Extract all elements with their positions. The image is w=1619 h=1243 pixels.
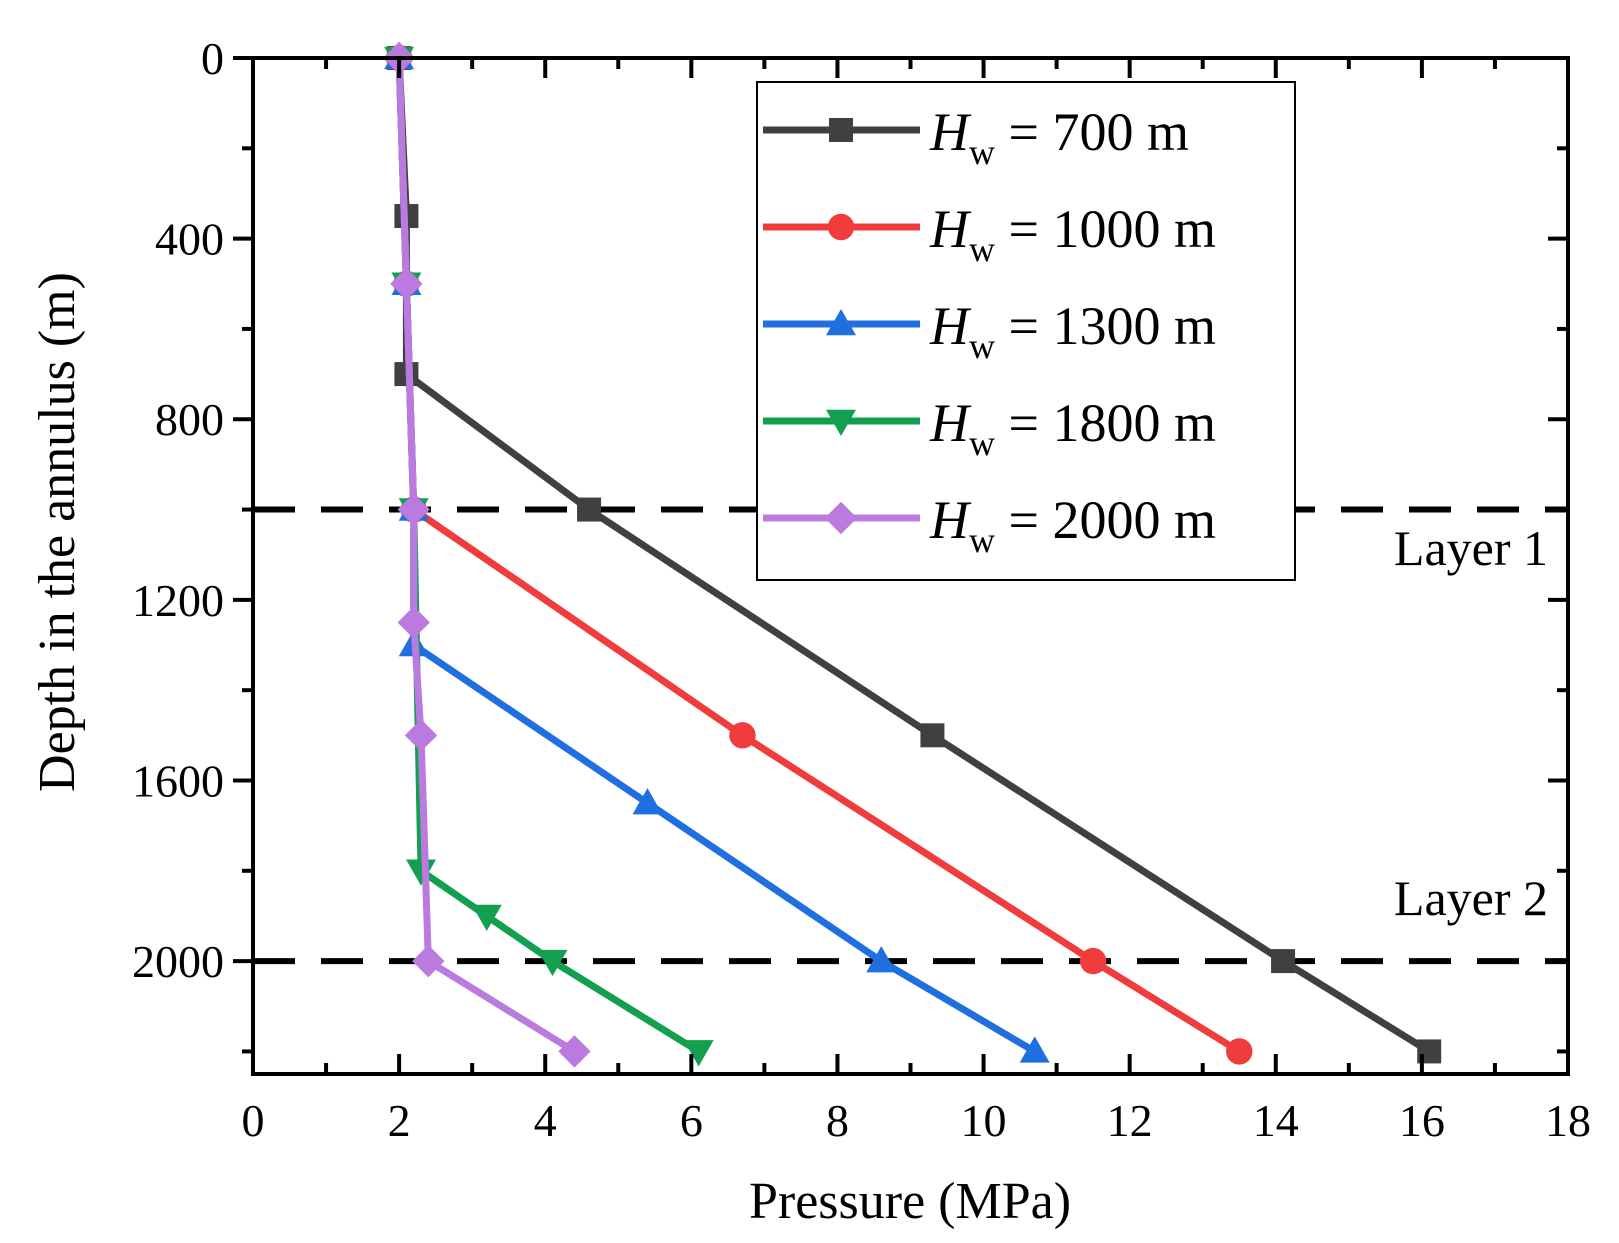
x-tick-label: 16 bbox=[1399, 1095, 1445, 1146]
x-tick-label: 8 bbox=[826, 1095, 849, 1146]
data-point bbox=[866, 946, 897, 973]
data-point bbox=[397, 606, 430, 639]
legend-item-1800-m: Hw = 1800 m bbox=[763, 393, 1216, 463]
data-point bbox=[1271, 949, 1296, 974]
data-point bbox=[632, 788, 663, 815]
data-point bbox=[920, 723, 945, 748]
x-tick-label: 18 bbox=[1545, 1095, 1591, 1146]
x-tick-label: 12 bbox=[1107, 1095, 1153, 1146]
legend-var: H bbox=[929, 393, 972, 453]
legend-subscript: w bbox=[969, 132, 995, 172]
legend-label: Hw = 1300 m bbox=[929, 296, 1216, 366]
legend-label: Hw = 1800 m bbox=[929, 393, 1216, 463]
x-axis-title: Pressure (MPa) bbox=[749, 1173, 1071, 1230]
legend-subscript: w bbox=[969, 229, 995, 269]
legend-marker bbox=[829, 118, 853, 142]
legend-value: = 1300 m bbox=[995, 296, 1216, 356]
data-point bbox=[537, 949, 568, 977]
legend-label: Hw = 700 m bbox=[929, 102, 1189, 172]
y-tick-label: 0 bbox=[201, 33, 224, 84]
y-tick-label: 1600 bbox=[132, 755, 224, 806]
legend-value: = 700 m bbox=[995, 102, 1189, 162]
reference-lines: Layer 1 Layer 2 bbox=[253, 506, 1568, 965]
axes: 0 2 4 6 8 10 12 14 16 18 0 400 800 1200 1600 2000 bbox=[132, 33, 1591, 1146]
data-point bbox=[404, 719, 438, 752]
legend-item-2000-m: Hw = 2000 m bbox=[763, 490, 1216, 560]
legend-value: = 1800 m bbox=[995, 393, 1216, 453]
x-tick-label: 2 bbox=[388, 1095, 411, 1146]
legend-subscript: w bbox=[969, 326, 995, 366]
legend-var: H bbox=[929, 490, 972, 550]
data-point bbox=[397, 493, 430, 526]
legend-var: H bbox=[929, 102, 972, 162]
legend-marker bbox=[824, 501, 858, 535]
y-tick-label: 1200 bbox=[132, 575, 224, 626]
data-point bbox=[471, 904, 502, 931]
legend-subscript: w bbox=[969, 520, 995, 560]
x-tick-label: 14 bbox=[1253, 1095, 1299, 1146]
data-point bbox=[577, 497, 602, 522]
data-point bbox=[390, 267, 423, 300]
legend-value: = 2000 m bbox=[995, 490, 1216, 550]
data-point bbox=[729, 722, 756, 749]
legend-label: Hw = 2000 m bbox=[929, 490, 1216, 560]
y-tick-label: 400 bbox=[155, 214, 224, 265]
x-tick-label: 4 bbox=[534, 1095, 557, 1146]
legend-marker bbox=[826, 309, 856, 336]
layer-label-1: Layer 1 bbox=[1394, 520, 1548, 576]
legend-item-1300-m: Hw = 1300 m bbox=[763, 296, 1216, 366]
legend-item-1000-m: Hw = 1000 m bbox=[763, 199, 1216, 269]
x-tick-label: 6 bbox=[680, 1095, 703, 1146]
legend-var: H bbox=[929, 296, 972, 356]
data-point bbox=[412, 944, 445, 978]
legend-value: = 1000 m bbox=[995, 199, 1216, 259]
y-tick-label: 2000 bbox=[132, 936, 224, 987]
legend-marker bbox=[826, 409, 856, 436]
data-point bbox=[558, 1035, 591, 1068]
legend: Hw = 700 mHw = 1000 mHw = 1300 mHw = 180… bbox=[756, 81, 1296, 581]
legend-marker bbox=[827, 213, 855, 241]
layer-label-2: Layer 2 bbox=[1394, 870, 1548, 926]
legend-subscript: w bbox=[969, 423, 995, 463]
y-axis-title: Depth in the annulus (m) bbox=[29, 272, 86, 792]
x-tick-label: 10 bbox=[961, 1095, 1007, 1146]
data-point bbox=[1019, 1036, 1050, 1063]
legend-item-700-m: Hw = 700 m bbox=[763, 102, 1189, 172]
data-point bbox=[683, 1040, 714, 1067]
data-series bbox=[382, 41, 1442, 1068]
data-point bbox=[1226, 1038, 1253, 1065]
y-tick-label: 800 bbox=[155, 394, 224, 445]
x-tick-label: 0 bbox=[242, 1095, 265, 1146]
legend-label: Hw = 1000 m bbox=[929, 199, 1216, 269]
legend-var: H bbox=[929, 199, 972, 259]
data-point bbox=[1079, 947, 1107, 975]
